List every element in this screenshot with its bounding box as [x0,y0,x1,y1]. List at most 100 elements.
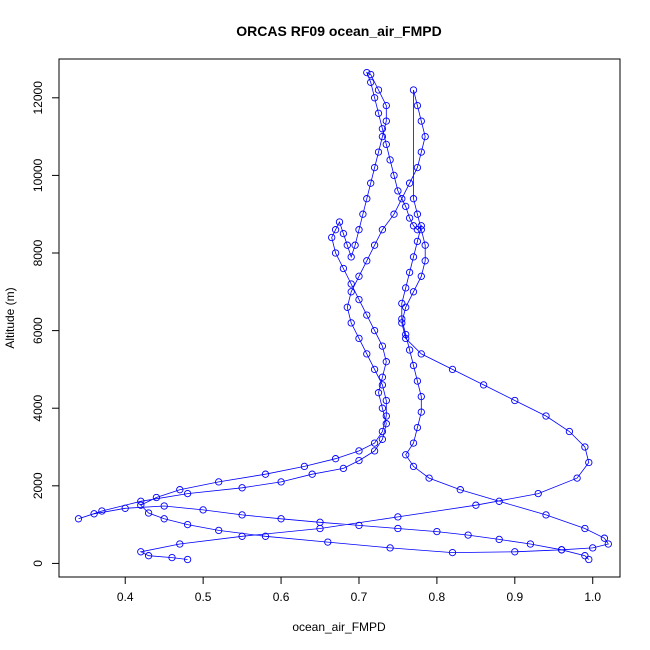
data-point [277,515,285,523]
data-point [386,156,394,164]
data-point [402,303,410,311]
data-point [374,148,383,156]
data-point [382,412,390,420]
data-point [557,546,566,554]
data-point [421,132,429,141]
data-point [331,455,340,463]
x-tick-label: 1.0 [584,590,601,604]
data-point [405,346,414,354]
data-point [98,507,106,515]
data-point [374,389,383,397]
data-point [144,552,153,560]
data-point [215,526,223,535]
data-point [386,544,394,552]
data-point [215,478,223,486]
data-point [183,520,192,529]
chart-title: ORCAS RF09 ocean_air_FMPD [236,23,441,39]
data-point [413,163,422,172]
data-point [565,427,574,436]
data-point [405,214,414,222]
data-point [398,299,406,308]
data-point [417,222,425,230]
data-point [355,521,363,530]
data-point [367,179,375,187]
data-point [394,187,402,195]
data-point [238,532,246,540]
data-point [152,493,161,502]
data-point [382,358,390,366]
data-point [495,535,503,544]
data-point [390,210,398,218]
data-point [238,511,246,519]
data-point [417,148,425,156]
data-point [413,226,422,234]
data-point [367,78,375,86]
data-point [370,439,379,447]
data-point [176,540,184,548]
data-point [604,540,612,548]
x-tick-label: 0.6 [273,590,290,604]
data-point [378,435,387,443]
data-point [183,555,192,564]
data-point [90,510,98,518]
data-point [382,117,390,125]
x-tick-label: 0.5 [195,590,212,604]
data-point [581,524,589,533]
data-point [464,531,472,539]
data-point [378,427,387,436]
data-point [425,474,433,482]
data-point [199,506,207,514]
data-point [448,365,457,374]
data-point [339,264,348,273]
data-point [370,94,379,102]
data-point [405,268,414,277]
y-tick-label: 4000 [31,395,45,422]
data-point [374,86,383,94]
data-point [542,412,550,420]
data-point [479,381,488,389]
data-point [347,280,355,288]
data-point [343,241,351,249]
data-point [355,295,363,304]
data-point [409,86,418,94]
data-point [409,222,418,230]
data-point [347,319,355,327]
data-point [413,210,422,218]
x-tick-label: 0.4 [117,590,134,604]
data-point [448,548,457,557]
data-point [511,396,519,405]
y-tick-label: 0 [31,560,45,567]
data-point [355,226,363,234]
data-point [300,462,309,471]
y-tick-label: 8000 [31,239,45,266]
data-point [390,171,398,180]
data-point [378,132,387,141]
data-point [370,241,379,249]
data-point [363,68,371,77]
data-point [378,404,387,412]
data-point [409,288,418,296]
data-point [402,334,410,343]
data-point [417,117,425,125]
data-point [409,253,418,261]
data-point [374,109,383,117]
data-point [417,408,425,416]
data-point [394,513,402,521]
data-point [421,257,429,265]
data-point [382,420,390,428]
data-point [351,241,359,249]
data-point [402,451,410,459]
data-point [370,365,379,374]
x-axis-label: ocean_air_FMPD [292,620,386,634]
data-point [183,489,192,498]
data-point [413,101,422,110]
data-point [413,423,422,432]
data-point [363,350,371,358]
data-point [343,303,351,311]
data-point [261,470,270,478]
data-point [363,257,371,265]
y-tick-label: 10000 [31,158,45,192]
data-point [378,381,387,389]
data-point [417,272,425,280]
